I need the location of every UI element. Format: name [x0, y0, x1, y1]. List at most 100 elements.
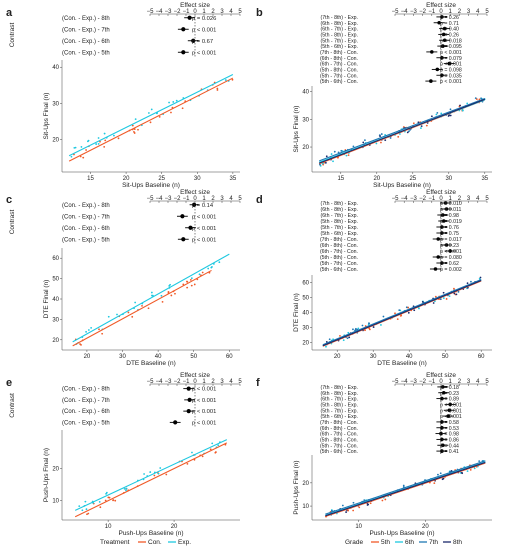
scatter-point	[396, 318, 399, 321]
scatter-point	[97, 143, 100, 145]
scatter-x-tick-label: 20	[84, 354, 91, 360]
scatter-point	[170, 111, 172, 114]
scatter-x-tick-label: 20	[123, 176, 130, 182]
scatter-point	[116, 313, 118, 316]
scatter-point	[133, 132, 136, 134]
scatter-point	[107, 315, 110, 318]
forest-row-label: (Con. - Exp.) - 6th	[62, 226, 110, 232]
forest-tick-label: −5	[147, 379, 155, 385]
forest-pvalue: p < 0.001	[192, 409, 216, 415]
scatter-point	[368, 328, 371, 331]
forest-pvalue: p < 0.001	[440, 249, 462, 255]
scatter-point	[160, 294, 163, 297]
scatter-point	[105, 491, 108, 494]
forest-row-label: (5th - 7th) - Exp.	[321, 408, 358, 414]
scatter-point	[405, 306, 408, 309]
scatter-point	[384, 498, 387, 501]
scatter-point	[84, 500, 87, 503]
scatter-point	[441, 478, 444, 481]
forest-tick-label: 2	[211, 9, 215, 15]
scatter-point	[189, 278, 192, 281]
scatter-point	[352, 145, 355, 148]
forest-tick-label: 3	[220, 196, 224, 202]
forest-point	[436, 255, 441, 259]
forest-point	[440, 420, 444, 424]
forest-row-label: (Con. - Exp.) - 8th	[62, 16, 110, 22]
scatter-point	[459, 471, 462, 474]
scatter-point	[369, 502, 372, 505]
scatter-point	[70, 155, 73, 158]
scatter-x-tick-label: 20	[422, 524, 429, 530]
forest-row-label: (5th - 7th) - Con.	[320, 443, 358, 449]
scatter-point	[147, 307, 150, 310]
scatter-point	[131, 124, 134, 127]
forest-point	[447, 61, 452, 66]
scatter-point	[352, 328, 354, 331]
regression-line	[74, 442, 228, 518]
forest-pvalue: p = 0.58	[440, 420, 459, 426]
forest-row-label: (Con. - Exp.) - 5th	[62, 420, 110, 426]
scatter-point	[449, 108, 452, 111]
forest-point	[440, 55, 444, 60]
scatter-point	[342, 339, 345, 342]
forest-tick-label: −2	[174, 9, 182, 15]
scatter-point	[198, 273, 201, 276]
forest-ylabel: Contrast	[9, 210, 16, 235]
forest-pvalue: p < 0.001	[440, 62, 462, 68]
scatter-xlabel: Sit-Ups Baseline (n)	[373, 182, 431, 189]
scatter-point	[99, 140, 101, 143]
forest-tick-label: 4	[476, 379, 480, 385]
forest-row-label: (Con. - Exp.) - 7th	[62, 214, 110, 220]
scatter-point	[217, 444, 220, 447]
forest-pvalue: p = 0.53	[440, 426, 459, 432]
scatter-point	[150, 291, 153, 294]
scatter-point	[231, 78, 234, 81]
forest-tick-label: −4	[401, 9, 409, 15]
scatter-point	[332, 160, 334, 163]
forest-tick-label: 5	[238, 379, 242, 385]
forest-tick-label: −1	[428, 9, 436, 15]
forest-pvalue: p = 0.019	[440, 219, 462, 225]
scatter-y-tick-label: 40	[52, 297, 59, 303]
scatter-point	[466, 470, 469, 473]
panel-e: e Effect size −5 −4 −3 −2 −1 0 1 2 3 4 5 Contrast (Con…	[6, 372, 242, 537]
panel-letter: d	[256, 194, 263, 206]
forest-tick-label: −1	[428, 196, 436, 202]
scatter-point	[82, 156, 85, 159]
scatter-point	[104, 139, 107, 142]
scatter-point	[125, 487, 128, 490]
scatter-x-tick-label: 35	[230, 176, 237, 182]
scatter-point	[174, 292, 176, 295]
forest-point	[441, 390, 446, 395]
forest-point	[186, 409, 191, 414]
scatter-point	[439, 298, 442, 301]
forest-tick-label: 3	[220, 379, 224, 385]
scatter-y-tick-label: 20	[52, 467, 59, 473]
scatter-point	[389, 137, 392, 139]
forest-pvalue: p < 0.001	[440, 402, 462, 408]
legend-item-label: 6th	[405, 539, 414, 546]
forest-point	[440, 449, 444, 453]
forest-tick-label: 5	[485, 379, 489, 385]
forest-point	[446, 414, 451, 418]
scatter-point	[216, 89, 219, 91]
forest-tick-label: −2	[419, 379, 427, 385]
scatter-point	[469, 469, 472, 471]
scatter-point	[449, 114, 452, 117]
forest-row-label: (6th - 8th) - Exp.	[321, 391, 358, 397]
scatter-point	[412, 122, 415, 125]
forest-pvalue: p = 0.017	[440, 237, 462, 243]
scatter-ylabel: DTE Final (n)	[43, 280, 50, 319]
forest-title: Effect size	[180, 372, 210, 379]
forest-pvalue: p < 0.001	[192, 387, 216, 393]
scatter-x-tick-label: 20	[334, 354, 341, 360]
forest-title: Effect size	[426, 189, 456, 196]
forest-tick-label: 3	[467, 9, 471, 15]
scatter-point	[466, 102, 469, 105]
scatter-point	[437, 473, 439, 476]
scatter-point	[209, 448, 212, 451]
scatter-point	[207, 267, 210, 270]
forest-tick-label: 3	[467, 379, 471, 385]
forest-point	[433, 267, 438, 271]
scatter-point	[85, 508, 88, 511]
